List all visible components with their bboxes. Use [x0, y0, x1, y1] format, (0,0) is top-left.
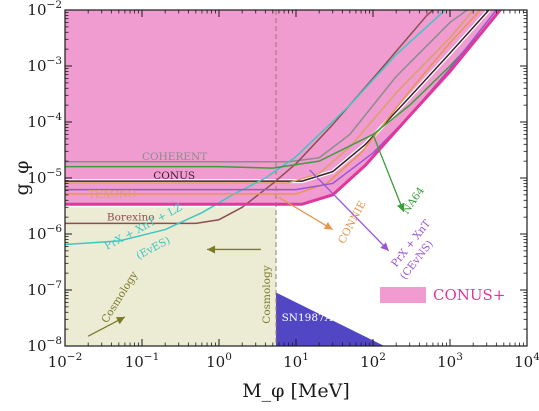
conus-plus-excluded-region [65, 10, 501, 205]
series-prx-xnt-cevns [65, 10, 497, 191]
y-tick-label: 10−5 [27, 167, 62, 187]
y-tick-label: 10−3 [27, 55, 62, 75]
x-tick-label: 10−2 [48, 351, 83, 371]
y-tick-label: 10−8 [27, 335, 62, 355]
y-axis-label: g_φ [11, 161, 33, 196]
x-tick-label: 102 [360, 351, 386, 371]
arrow-4 [372, 134, 405, 212]
legend-swatch-conus-plus [380, 287, 426, 303]
annotation-sn1987a: SN1987A [282, 312, 333, 324]
x-tick-label: 10−1 [125, 351, 160, 371]
series-texono [65, 10, 474, 184]
annotation-texono: TEXONO [88, 188, 137, 200]
y-tick-label: 10−7 [27, 279, 62, 299]
annotation-borexino: Borexino [107, 211, 155, 223]
arrow-3 [278, 196, 334, 231]
series-borexino [65, 10, 435, 225]
legend-label-conus-plus: CONUS+ [433, 286, 505, 304]
arrow-5 [309, 169, 390, 252]
legend: CONUS+ [380, 286, 505, 304]
region-sn1987a [276, 292, 385, 346]
x-tick-label: 101 [283, 351, 309, 371]
series-conus [65, 10, 490, 182]
annotation-conus: CONUS [153, 170, 195, 182]
series-prx-xnt-lz-eves [65, 10, 447, 246]
y-tick-label: 10−4 [27, 111, 62, 131]
series-conus [65, 10, 503, 206]
annotation-coherent: COHERENT [142, 151, 207, 163]
region-cosmology [65, 207, 277, 346]
annotation-connie: CONNIE [336, 199, 369, 246]
arrow-1 [207, 245, 261, 254]
x-tick-label: 103 [437, 351, 463, 371]
arrow-2 [87, 316, 126, 337]
series-layer [65, 10, 503, 246]
y-tick-label: 10−2 [27, 0, 62, 19]
x-tick-label: 100 [206, 351, 232, 371]
series-connie [65, 10, 482, 195]
tick-layer: 10−2 10−1 100 101 102 103 104 10−8 10−7 10−6 10−5 1… [27, 0, 539, 371]
x-tick-label: 104 [514, 351, 539, 371]
arrow-layer [87, 134, 405, 337]
x-axis-label: M_φ [MeV] [242, 380, 350, 402]
region-layer [65, 207, 385, 346]
annotation-na64: NA64 [400, 185, 427, 217]
y-tick-label: 10−6 [27, 223, 62, 243]
annotation-cosmology: Cosmology [261, 265, 273, 323]
